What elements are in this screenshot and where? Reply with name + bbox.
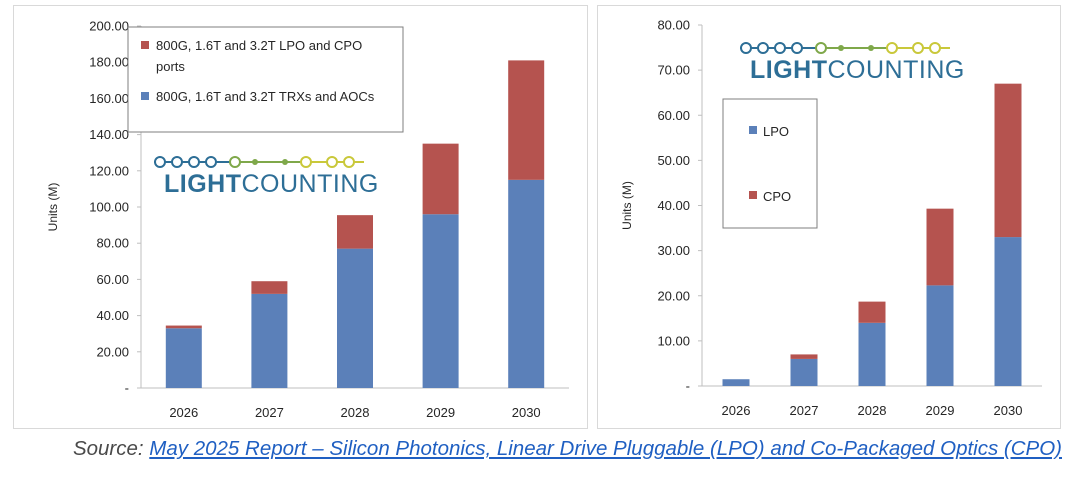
right-logo-wordmark: LIGHTCOUNTING: [750, 56, 965, 84]
left-y-tick-label: 80.00: [96, 236, 129, 251]
right-bar-lower: [858, 322, 886, 386]
left-x-tick-label: 2029: [426, 405, 455, 420]
right-logo-node-icon: [740, 42, 752, 54]
right-logo-light: LIGHT: [750, 56, 828, 84]
left-logo-node-icon: [188, 156, 200, 168]
left-logo-dot-icon: [282, 159, 288, 165]
left-y-axis-title: Units (M): [46, 183, 60, 232]
right-x-tick-label: 2030: [994, 403, 1023, 418]
right-bar-lower: [722, 379, 750, 386]
left-x-tick-label: 2028: [341, 405, 370, 420]
right-y-tick-label: 10.00: [657, 333, 690, 348]
left-chart-panel: - 20.00 40.00 60.00 80.00 100.00 120.00 140.00 1…: [13, 5, 588, 429]
right-bar-upper: [926, 208, 954, 286]
right-logo-node-icon: [886, 42, 898, 54]
left-bar-upper: [422, 143, 459, 215]
right-bar-lower: [926, 285, 954, 386]
left-logo-counting: COUNTING: [242, 170, 379, 198]
left-bar-lower: [508, 179, 545, 388]
left-y-tick-label: 200.00: [89, 19, 129, 34]
left-logo-dot-icon: [252, 159, 258, 165]
right-x-tick-label: 2029: [926, 403, 955, 418]
right-legend-swatch-lpo: [749, 126, 757, 134]
right-logo-dot-icon: [868, 45, 874, 51]
left-bar-lower: [337, 248, 373, 388]
right-legend-label-cpo: CPO: [763, 189, 791, 204]
left-x-tick-label: 2030: [512, 405, 541, 420]
source-prefix: Source:: [72, 437, 150, 460]
right-logo-node-icon: [791, 42, 803, 54]
right-bar-upper: [790, 354, 818, 359]
left-logo-node-icon: [343, 156, 355, 168]
left-y-tick-label: 100.00: [89, 200, 129, 215]
report-link[interactable]: May 2025 Report – Silicon Photonics, Lin…: [149, 437, 1062, 460]
right-legend-swatch-cpo: [749, 191, 757, 199]
right-bar-lower: [790, 358, 818, 386]
left-legend-swatch-upper: [141, 41, 149, 49]
left-logo-node-icon: [326, 156, 338, 168]
right-y-tick-label: 80.00: [657, 18, 690, 33]
right-y-tick-label: 40.00: [657, 198, 690, 213]
left-logo-wordmark: LIGHTCOUNTING: [164, 170, 379, 198]
left-legend-label-lower: 800G, 1.6T and 3.2T TRXs and AOCs: [156, 89, 375, 104]
right-x-tick-label: 2026: [722, 403, 751, 418]
left-y-tick-label: 140.00: [89, 127, 129, 142]
left-bar-upper: [251, 281, 288, 294]
left-y-tick-label: 20.00: [96, 344, 129, 359]
right-logo-node-icon: [774, 42, 786, 54]
left-bar-upper: [165, 325, 202, 329]
left-bar-lower: [165, 328, 202, 388]
left-y-tick-label: -: [125, 381, 129, 396]
right-legend-box: [722, 98, 818, 229]
right-bar-upper: [994, 83, 1022, 238]
right-bar-upper: [858, 301, 886, 323]
right-logo-node-icon: [815, 42, 827, 54]
right-logo-counting: COUNTING: [828, 56, 965, 84]
right-y-tick-label: -: [686, 379, 690, 394]
left-bar-upper: [508, 60, 545, 180]
lpo-cpo-volume-chart: - 10.00 20.00 30.00 40.00 50.00 60.00 70.00 80.0…: [620, 18, 1042, 418]
left-logo-node-icon: [154, 156, 166, 168]
right-y-axis-title: Units (M): [620, 181, 634, 230]
right-x-tick-label: 2027: [790, 403, 819, 418]
source-caption: Source: May 2025 Report – Silicon Photon…: [0, 435, 1062, 462]
left-bar-lower: [251, 293, 288, 388]
right-y-tick-label: 20.00: [657, 288, 690, 303]
left-bar-lower: [422, 214, 459, 388]
left-bar-upper: [337, 215, 373, 249]
left-legend-swatch-lower: [141, 92, 149, 100]
right-y-tick-label: 50.00: [657, 153, 690, 168]
right-y-tick-label: 60.00: [657, 108, 690, 123]
right-logo-dot-icon: [838, 45, 844, 51]
left-legend-label-upper: 800G, 1.6T and 3.2T LPO and CPO: [156, 38, 362, 53]
left-x-tick-label: 2026: [169, 405, 198, 420]
right-logo-node-icon: [929, 42, 941, 54]
right-lightcounting-logo: LIGHTCOUNTING: [740, 42, 965, 84]
right-logo-node-icon: [757, 42, 769, 54]
left-lightcounting-logo: LIGHTCOUNTING: [154, 156, 379, 198]
ports-volume-chart: - 20.00 40.00 60.00 80.00 100.00 120.00 140.00 1…: [46, 19, 569, 420]
left-logo-node-icon: [229, 156, 241, 168]
left-y-tick-label: 120.00: [89, 163, 129, 178]
left-legend-label-upper: ports: [156, 59, 185, 74]
left-logo-node-icon: [171, 156, 183, 168]
left-x-tick-label: 2027: [255, 405, 284, 420]
right-y-tick-label: 30.00: [657, 243, 690, 258]
left-y-tick-label: 160.00: [89, 91, 129, 106]
left-logo-node-icon: [205, 156, 217, 168]
left-legend-box: [127, 26, 404, 133]
right-chart-panel: - 10.00 20.00 30.00 40.00 50.00 60.00 70.00 80.0…: [597, 5, 1061, 429]
right-x-tick-label: 2028: [858, 403, 887, 418]
left-y-tick-label: 180.00: [89, 55, 129, 70]
left-logo-node-icon: [300, 156, 312, 168]
left-y-tick-label: 40.00: [96, 308, 129, 323]
right-logo-node-icon: [912, 42, 924, 54]
left-logo-light: LIGHT: [164, 170, 242, 198]
right-y-tick-label: 70.00: [657, 63, 690, 78]
right-legend-label-lpo: LPO: [763, 124, 789, 139]
right-bar-lower: [994, 237, 1022, 386]
left-y-tick-label: 60.00: [96, 272, 129, 287]
